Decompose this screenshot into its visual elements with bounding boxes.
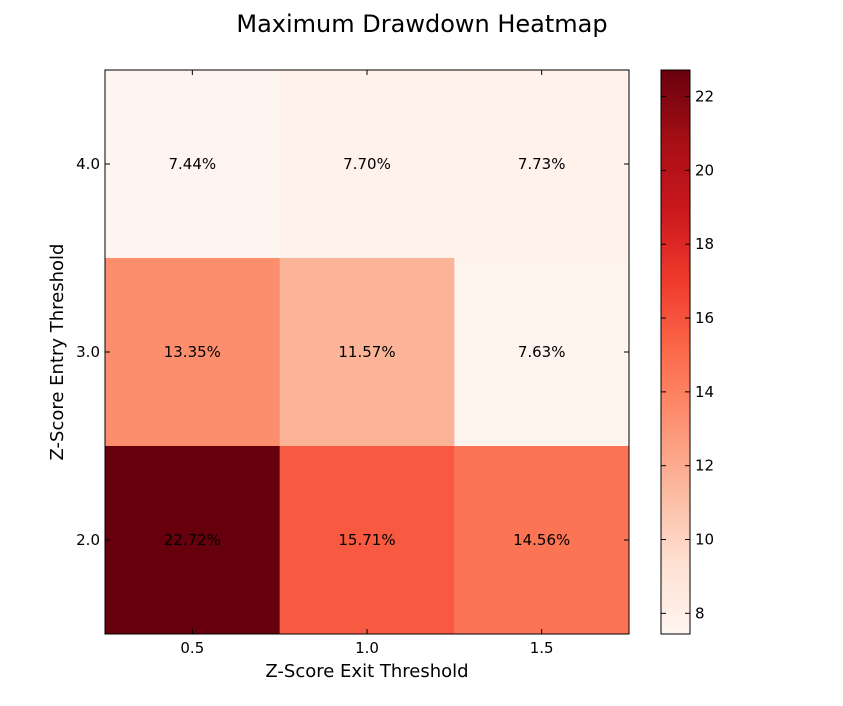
colorbar-tick-label-1: 10 bbox=[695, 531, 714, 549]
cell-label-r2-c2: 14.56% bbox=[513, 531, 570, 549]
colorbar-tick-label-2: 12 bbox=[695, 457, 714, 475]
heatmap-cell-r2-c0 bbox=[105, 446, 281, 635]
x-tick-label-1: 1.0 bbox=[355, 639, 379, 657]
y-axis-ticks: 4.0 3.0 2.0 bbox=[76, 155, 629, 549]
cell-label-r1-c1: 11.57% bbox=[338, 343, 395, 361]
cell-label-r0-c0: 7.44% bbox=[169, 155, 217, 173]
colorbar-tick-label-3: 14 bbox=[695, 383, 714, 401]
colorbar-tick-label-0: 8 bbox=[695, 604, 705, 622]
cell-label-r2-c0: 22.72% bbox=[164, 531, 221, 549]
y-tick-label-2: 2.0 bbox=[76, 531, 100, 549]
y-axis-label: Z-Score Entry Threshold bbox=[47, 244, 68, 461]
heatmap-cells bbox=[105, 70, 630, 635]
x-tick-label-2: 1.5 bbox=[530, 639, 554, 657]
x-axis-ticks: 0.5 1.0 1.5 bbox=[180, 70, 554, 657]
heatmap-cell-r0-c0 bbox=[105, 70, 281, 259]
y-tick-label-0: 4.0 bbox=[76, 155, 100, 173]
colorbar-tick-label-7: 22 bbox=[695, 88, 714, 106]
heatmap-cell-r1-c0 bbox=[105, 258, 281, 447]
heatmap-cell-r0-c1 bbox=[279, 70, 455, 259]
colorbar-ticks: 8 10 12 14 16 18 20 22 bbox=[661, 88, 714, 622]
heatmap-cell-r2-c2 bbox=[454, 446, 630, 635]
x-tick-label-0: 0.5 bbox=[180, 639, 204, 657]
chart-title: Maximum Drawdown Heatmap bbox=[236, 10, 607, 38]
cell-label-r2-c1: 15.71% bbox=[338, 531, 395, 549]
colorbar-tick-label-5: 18 bbox=[695, 235, 714, 253]
cell-label-r1-c2: 7.63% bbox=[518, 343, 566, 361]
heatmap-cell-r1-c2 bbox=[454, 258, 630, 447]
colorbar-tick-label-6: 20 bbox=[695, 161, 714, 179]
colorbar-tick-label-4: 16 bbox=[695, 309, 714, 327]
cell-label-r1-c0: 13.35% bbox=[164, 343, 221, 361]
heatmap-cell-labels: 7.44% 7.70% 7.73% 13.35% 11.57% 7.63% 22.72% 15… bbox=[164, 155, 571, 549]
heatmap-cell-r1-c1 bbox=[279, 258, 455, 447]
y-tick-label-1: 3.0 bbox=[76, 343, 100, 361]
heatmap-cell-r2-c1 bbox=[279, 446, 455, 635]
x-axis-label: Z-Score Exit Threshold bbox=[265, 661, 468, 682]
cell-label-r0-c1: 7.70% bbox=[343, 155, 391, 173]
heatmap-cell-r0-c2 bbox=[454, 70, 630, 259]
colorbar bbox=[660, 69, 691, 635]
cell-label-r0-c2: 7.73% bbox=[518, 155, 566, 173]
